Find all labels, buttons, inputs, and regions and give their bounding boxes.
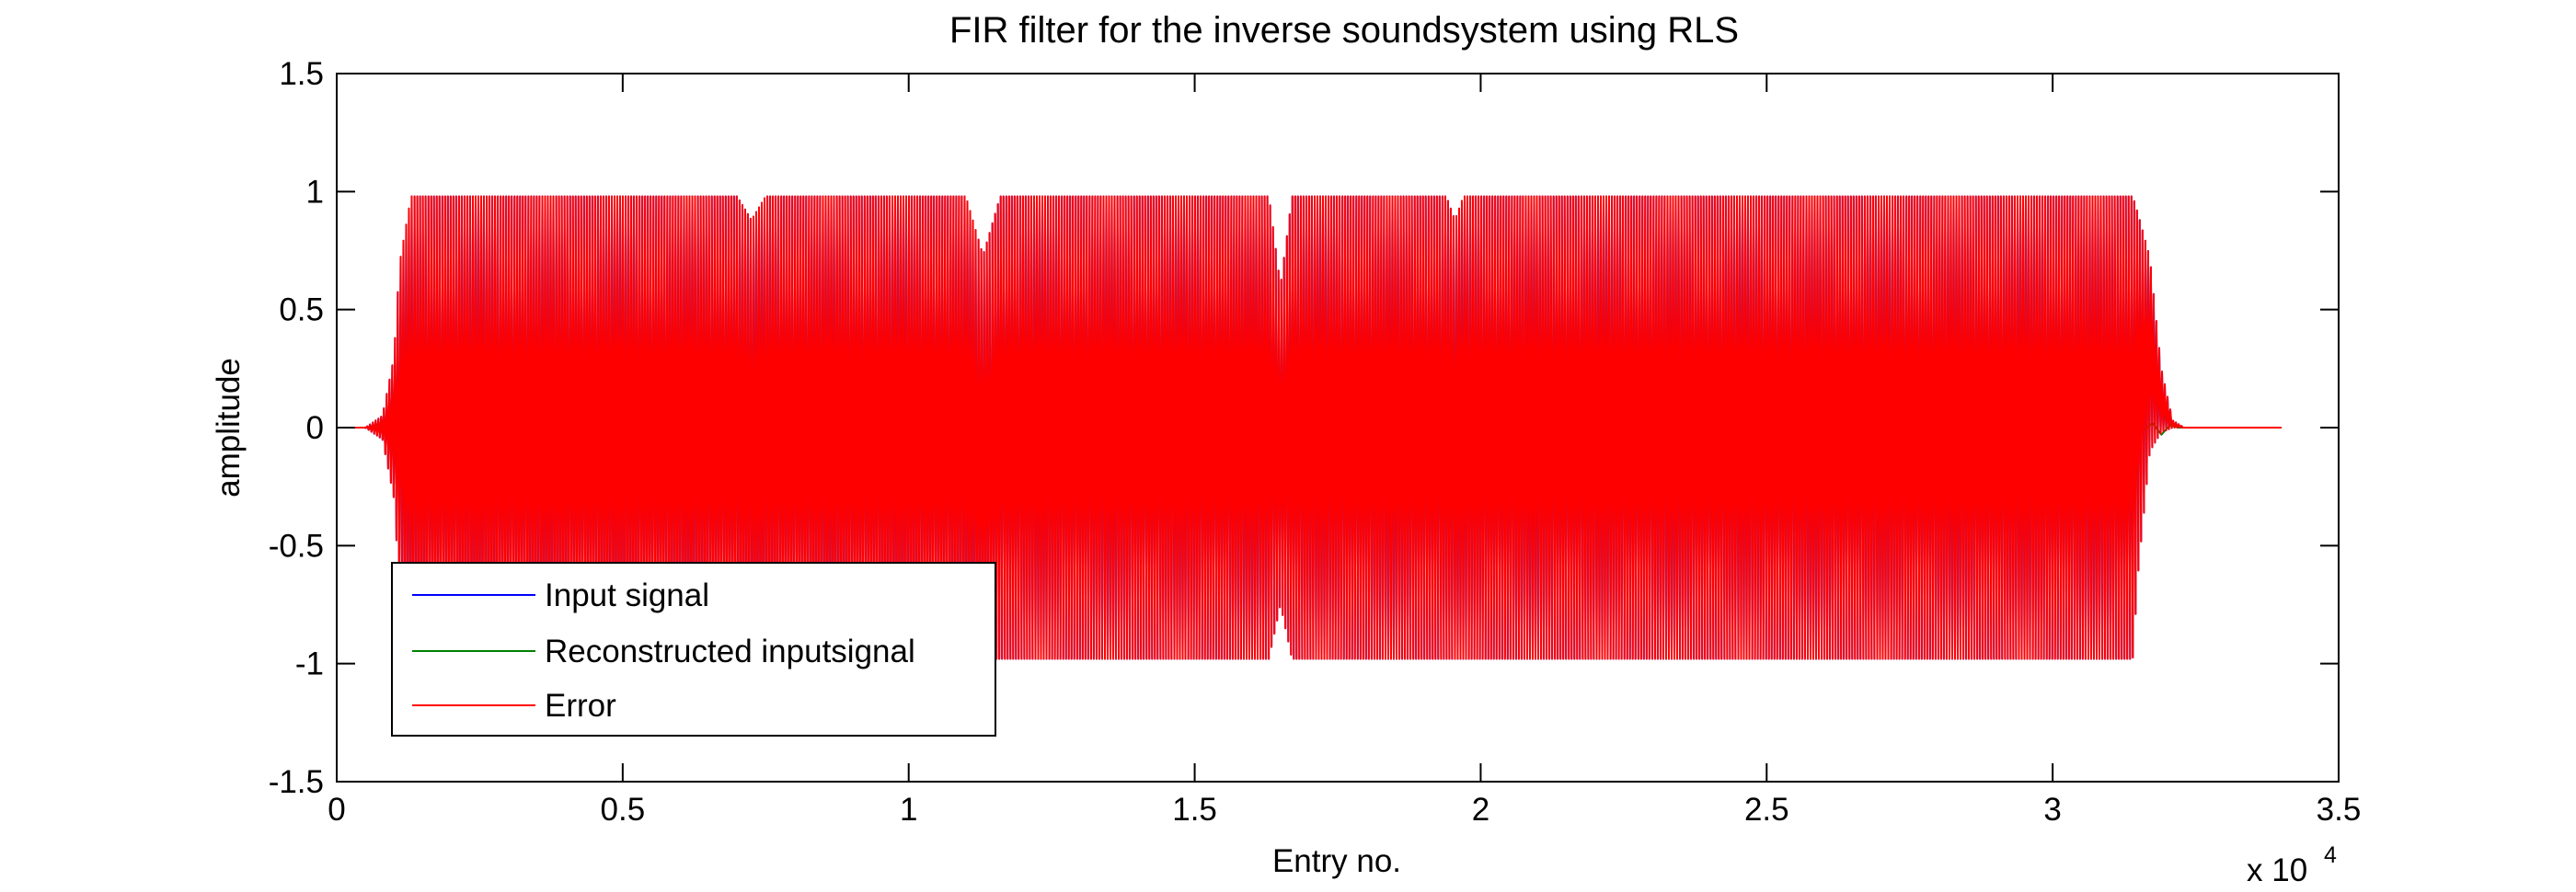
x-tick-label: 3.5 [2317,792,2362,828]
legend-label-input-signal: Input signal [545,578,709,613]
legend: Input signal Reconstructed inputsignal E… [391,562,996,737]
x-tick-label: 1 [900,792,917,828]
tick-layer: 0 0.5 1 1.5 2 2.5 3 3.5 1.5 1 0.5 0 -0.5 -1 -1.5 [269,56,2362,828]
x-tick-label: 0.5 [601,792,646,828]
x-tick-label: 1.5 [1172,792,1217,828]
x-exponent-prefix: x 10 [2247,852,2307,888]
legend-label-reconstructed: Reconstructed inputsignal [545,634,915,669]
x-tick-label: 2 [1472,792,1489,828]
y-axis-label: amplitude [211,358,247,497]
x-tick-label: 0 [328,792,345,828]
y-tick-label: -1 [295,646,324,682]
chart-title: FIR filter for the inverse soundsystem u… [949,10,1739,51]
x-axis-label: Entry no. [1272,843,1401,879]
legend-box [391,562,996,737]
x-tick-label: 2.5 [1744,792,1789,828]
x-exponent: x 10 4 [2247,842,2337,888]
x-tick-label: 3 [2043,792,2061,828]
x-exponent-power: 4 [2324,842,2337,868]
series-line-error [337,195,2282,660]
legend-label-error: Error [545,688,616,724]
y-tick-label: 1 [306,174,324,210]
y-tick-label: 0 [306,410,324,446]
series-layer [337,195,2282,660]
y-tick-label: -1.5 [269,764,324,800]
y-tick-label: 0.5 [279,292,324,328]
y-tick-label: 1.5 [279,56,324,92]
y-tick-label: -0.5 [269,528,324,564]
